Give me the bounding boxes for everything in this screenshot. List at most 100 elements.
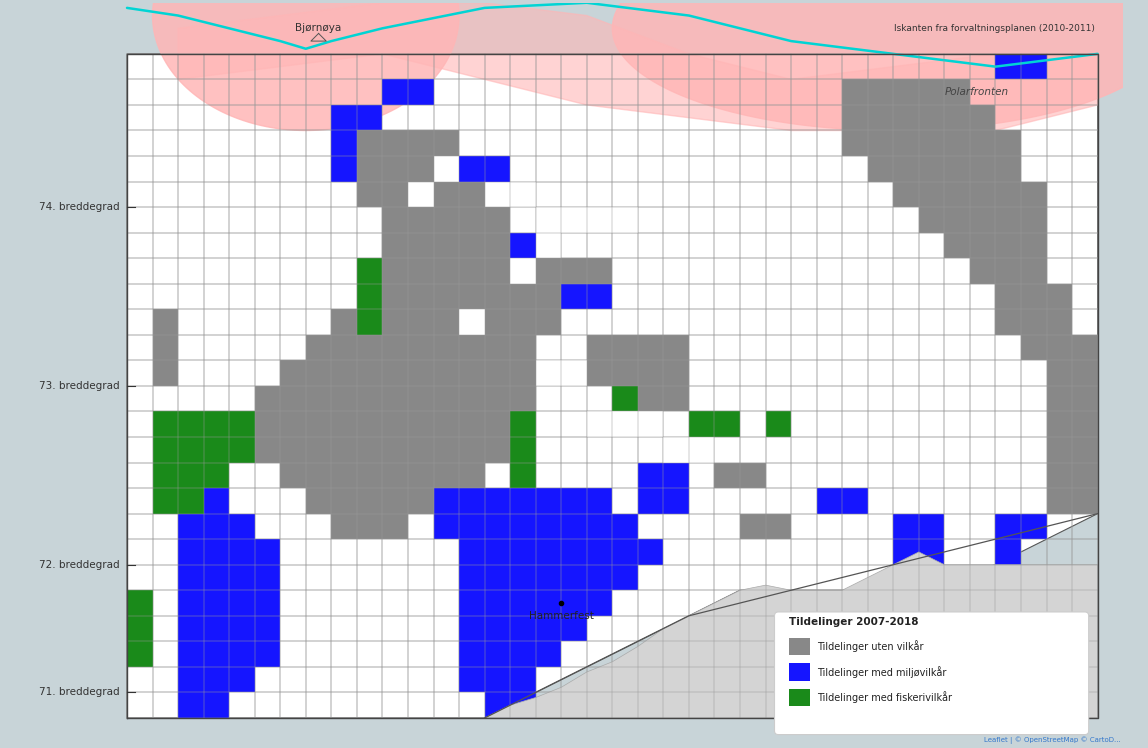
Bar — [638, 386, 664, 411]
Bar — [536, 590, 561, 616]
Bar — [740, 514, 766, 539]
Bar — [970, 233, 995, 258]
Bar — [664, 335, 689, 361]
Bar — [561, 283, 587, 309]
Bar — [664, 462, 689, 488]
Bar — [459, 514, 484, 539]
Bar — [230, 411, 255, 437]
Text: Tildelinger 2007-2018: Tildelinger 2007-2018 — [789, 617, 918, 627]
Bar — [510, 411, 536, 437]
Bar — [459, 233, 484, 258]
Bar — [689, 437, 714, 462]
Bar — [357, 130, 382, 156]
Bar — [178, 565, 203, 590]
Bar — [357, 335, 382, 361]
Bar — [203, 488, 230, 514]
Bar — [305, 488, 332, 514]
Bar — [178, 488, 203, 514]
Bar — [689, 411, 714, 437]
Bar — [714, 462, 740, 488]
Bar — [945, 616, 970, 641]
Bar — [536, 514, 561, 539]
Bar — [970, 207, 995, 233]
Bar — [612, 386, 638, 411]
Bar — [203, 539, 230, 565]
Bar — [918, 156, 945, 182]
Bar — [664, 386, 689, 411]
Bar — [459, 386, 484, 411]
Bar — [510, 462, 536, 488]
Bar — [945, 79, 970, 105]
Text: 72. breddegrad: 72. breddegrad — [39, 560, 119, 570]
Bar — [561, 258, 587, 283]
Bar — [816, 488, 843, 514]
Bar — [382, 258, 408, 283]
Bar — [484, 693, 510, 718]
Bar — [536, 488, 561, 514]
Bar — [843, 130, 868, 156]
Bar — [995, 283, 1021, 309]
Bar — [1021, 258, 1047, 283]
Bar — [995, 156, 1021, 182]
Bar — [305, 386, 332, 411]
Bar — [178, 411, 203, 437]
Bar — [945, 156, 970, 182]
Bar — [587, 335, 612, 361]
Bar — [484, 361, 510, 386]
Bar — [459, 207, 484, 233]
Bar — [484, 667, 510, 693]
Bar — [408, 233, 434, 258]
Bar — [561, 616, 587, 641]
Bar — [255, 641, 280, 667]
Bar — [280, 437, 305, 462]
Text: Tildelinger med miljøvilkår: Tildelinger med miljøvilkår — [816, 666, 946, 678]
Bar — [178, 616, 203, 641]
Bar — [280, 411, 305, 437]
Bar — [945, 207, 970, 233]
Bar — [357, 488, 382, 514]
Bar — [382, 79, 408, 105]
Bar — [484, 182, 510, 207]
Bar — [382, 462, 408, 488]
Bar — [230, 539, 255, 565]
Bar — [510, 283, 536, 309]
Bar — [587, 565, 612, 590]
Bar — [789, 663, 810, 681]
Polygon shape — [127, 54, 1097, 718]
Bar — [178, 590, 203, 616]
Bar — [178, 514, 203, 539]
Bar — [484, 207, 510, 233]
Bar — [868, 105, 893, 130]
Text: Bjørnøya: Bjørnøya — [295, 23, 342, 34]
Bar — [230, 514, 255, 539]
Bar — [230, 437, 255, 462]
Bar — [612, 207, 638, 233]
Bar — [536, 233, 561, 258]
Bar — [638, 539, 664, 565]
Bar — [510, 565, 536, 590]
Bar — [357, 309, 382, 335]
Bar — [305, 335, 332, 361]
Bar — [918, 79, 945, 105]
Bar — [918, 590, 945, 616]
Bar — [918, 514, 945, 539]
Bar — [995, 182, 1021, 207]
Bar — [995, 207, 1021, 233]
Bar — [1047, 488, 1072, 514]
Bar — [459, 156, 484, 182]
Bar — [561, 565, 587, 590]
Bar — [382, 514, 408, 539]
Bar — [510, 437, 536, 462]
Bar — [459, 539, 484, 565]
Bar — [230, 616, 255, 641]
Text: 73. breddegrad: 73. breddegrad — [39, 381, 119, 391]
FancyBboxPatch shape — [775, 612, 1088, 735]
Bar — [484, 233, 510, 258]
Bar — [612, 514, 638, 539]
Bar — [332, 130, 357, 156]
Bar — [255, 539, 280, 565]
Bar — [510, 233, 536, 258]
Bar — [357, 411, 382, 437]
Bar — [1021, 309, 1047, 335]
Bar — [459, 616, 484, 641]
